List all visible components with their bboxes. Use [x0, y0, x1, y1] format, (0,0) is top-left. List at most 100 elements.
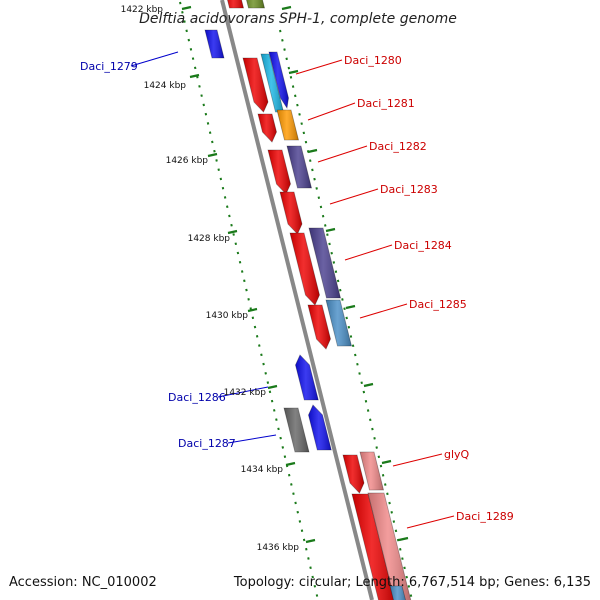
gene-daci-1286 [295, 354, 319, 401]
gene-blue-gene-shading [269, 52, 289, 108]
gene-cyan-gene-shading [261, 54, 284, 112]
gene-steelblue-gene-shading [326, 300, 352, 346]
scale-label: 1432 kbp [224, 388, 267, 398]
scale-label: 1426 kbp [166, 156, 209, 166]
leader-line [406, 515, 455, 529]
gene-label[interactable]: Daci_1289 [456, 510, 514, 523]
gene-top-olive-fragment-shading [246, 0, 265, 8]
major-tick-right [281, 5, 292, 11]
gene-label[interactable]: Daci_1284 [394, 239, 452, 252]
major-tick-right [398, 536, 409, 542]
leader-line [359, 303, 408, 319]
gene-daci-1284 [289, 232, 320, 306]
gene-pink-gene-1 [359, 451, 385, 491]
major-tick-right [345, 304, 356, 310]
gene-features [204, 0, 412, 600]
gene-glyq-shading [343, 455, 364, 493]
scale-label: 1428 kbp [188, 234, 231, 244]
gene-label[interactable]: Daci_1286 [168, 391, 226, 404]
leader-line [227, 434, 277, 444]
major-tick-right [325, 227, 336, 233]
gene-label[interactable]: glyQ [444, 448, 470, 461]
major-tick-left [267, 384, 278, 390]
scale-label: 1436 kbp [257, 543, 300, 553]
gene-top-red-fragment-shading [227, 0, 244, 8]
gene-purple-gene-2 [308, 227, 342, 299]
gene-pink-gene-2 [367, 492, 412, 600]
gene-daci-1285-shading [308, 305, 331, 349]
gene-daci-1287 [308, 404, 332, 451]
gene-purple-gene-1-shading [287, 146, 312, 188]
leader-line [295, 59, 343, 75]
gene-bottom-steelblue-fragment [389, 585, 406, 600]
gene-label[interactable]: Daci_1287 [178, 437, 236, 450]
labels: 1422 kbp 1424 kbp 1426 kbp 1428 kbp 1430 kbp… [80, 5, 514, 553]
gene-daci-1285 [307, 304, 331, 350]
summary-text: Topology: circular; Length: 6,767,514 bp… [233, 575, 591, 590]
gene-daci-1281-shading [258, 114, 277, 142]
leader-line [344, 244, 393, 261]
gene-daci-1283 [279, 191, 303, 235]
gene-daci-1282 [267, 149, 291, 195]
gene-daci-1280-shading [243, 58, 268, 112]
major-tick-right [381, 459, 392, 465]
major-tick-left [285, 461, 296, 467]
gene-bottom-steelblue-fragment-shading [390, 586, 406, 600]
right-tick-track [279, 29, 413, 597]
gene-daci-1286-shading [295, 355, 319, 400]
gene-daci-1279-shading [205, 30, 224, 58]
leader-line [130, 51, 179, 67]
major-tick-right [288, 69, 299, 75]
gene-daci-1279 [204, 29, 225, 59]
gene-label[interactable]: Daci_1279 [80, 60, 138, 73]
leader-line [392, 453, 443, 467]
gene-daci-1287-shading [308, 405, 332, 450]
gene-pink-gene-2-shading [368, 493, 411, 600]
scale-label: 1422 kbp [121, 5, 164, 15]
leader-line [217, 386, 269, 398]
gene-blue-gene [268, 51, 289, 110]
gene-pink-gene-1-shading [360, 452, 384, 490]
gene-daci-1289 [351, 493, 395, 600]
major-tick-right [363, 382, 374, 388]
scale-ticks [179, 1, 413, 597]
map-title: Delftia acidovorans SPH-1, complete geno… [139, 11, 457, 27]
scale-label: 1430 kbp [206, 311, 249, 321]
major-tick-left [247, 307, 258, 313]
gene-gray-gene-shading [284, 408, 309, 452]
gene-label[interactable]: Daci_1282 [369, 140, 427, 153]
gene-label[interactable]: Daci_1285 [409, 298, 467, 311]
gene-daci-1280 [242, 57, 269, 113]
major-tick-left [207, 152, 218, 158]
gene-purple-gene-1 [286, 145, 313, 189]
major-tick-left [181, 5, 192, 11]
gene-label[interactable]: Daci_1283 [380, 183, 438, 196]
major-tick-left [189, 73, 200, 79]
gene-daci-1289-shading [352, 494, 395, 600]
gene-glyq [342, 454, 365, 494]
leader-line [317, 145, 368, 163]
major-tick-left [305, 538, 316, 544]
gene-label[interactable]: Daci_1280 [344, 54, 402, 67]
scale-label: 1424 kbp [144, 81, 187, 91]
gene-orange-gene [276, 109, 300, 141]
gene-purple-gene-2-shading [309, 228, 341, 298]
gene-daci-1283-shading [280, 192, 302, 234]
accession-text: Accession: NC_010002 [9, 575, 157, 590]
gene-steelblue-gene [325, 299, 353, 347]
leader-line [307, 102, 356, 121]
gene-gray-gene [283, 407, 310, 453]
left-tick-track [179, 1, 319, 597]
gene-orange-gene-shading [277, 110, 299, 140]
leader-line [329, 188, 379, 205]
gene-daci-1284-shading [290, 233, 320, 305]
gene-daci-1282-shading [268, 150, 291, 194]
major-tick-left [227, 229, 238, 235]
label-leaders [130, 51, 455, 529]
gene-top-red-fragment [227, 0, 245, 9]
gene-label[interactable]: Daci_1281 [357, 97, 415, 110]
backbone-line [220, 0, 374, 600]
scale-label: 1434 kbp [241, 465, 284, 475]
